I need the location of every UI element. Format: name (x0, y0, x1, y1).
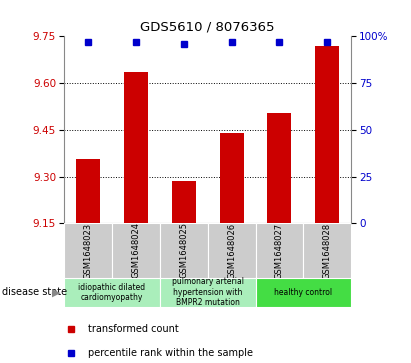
Text: pulmonary arterial
hypertension with
BMPR2 mutation: pulmonary arterial hypertension with BMP… (171, 277, 244, 307)
Text: GSM1648024: GSM1648024 (131, 223, 140, 278)
Text: GSM1648023: GSM1648023 (83, 223, 92, 278)
Bar (256, 223, 303, 278)
Bar (268, 113, 291, 223)
Text: GSM1648025: GSM1648025 (179, 223, 188, 278)
Text: percentile rank within the sample: percentile rank within the sample (88, 348, 253, 358)
Bar (256, 278, 351, 307)
Text: GSM1648026: GSM1648026 (227, 223, 236, 278)
Text: healthy control: healthy control (275, 288, 332, 297)
Bar (159, 223, 208, 278)
Text: idiopathic dilated
cardiomyopathy: idiopathic dilated cardiomyopathy (78, 282, 145, 302)
Text: GSM1648028: GSM1648028 (323, 223, 332, 278)
Bar (303, 223, 351, 278)
Text: transformed count: transformed count (88, 324, 179, 334)
Bar (64, 223, 112, 278)
Text: ▶: ▶ (52, 287, 61, 297)
Text: disease state: disease state (2, 287, 67, 297)
Text: GSM1648027: GSM1648027 (275, 223, 284, 278)
Bar (159, 278, 256, 307)
Bar (315, 46, 339, 223)
Bar (124, 72, 148, 223)
Title: GDS5610 / 8076365: GDS5610 / 8076365 (140, 21, 275, 34)
Bar (219, 133, 243, 223)
Bar (208, 223, 256, 278)
Bar (64, 278, 159, 307)
Bar (76, 159, 100, 223)
Bar (112, 223, 159, 278)
Bar (172, 181, 196, 223)
